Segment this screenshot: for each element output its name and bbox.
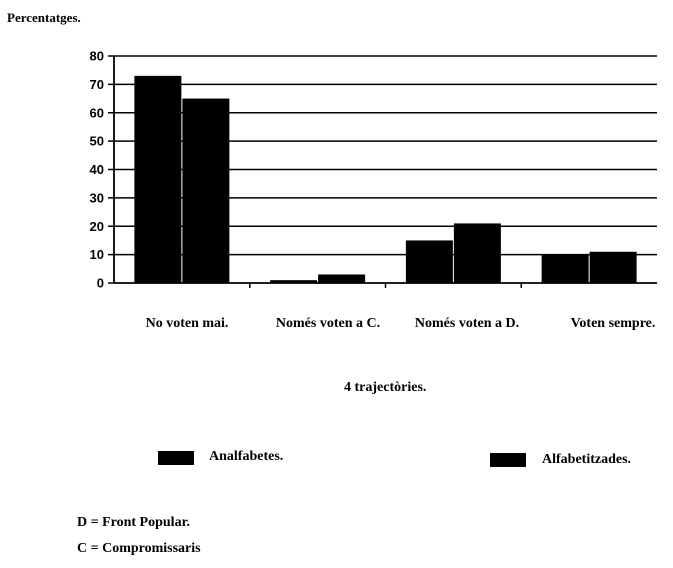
note-compromissaris: C = Compromissaris: [77, 541, 201, 556]
category-label-1: Només voten a C.: [276, 316, 380, 330]
bar-analfabetes-0: [134, 75, 182, 283]
legend-label-analfabetes: Analfabetes.: [209, 449, 284, 464]
y-tick-label-10: 10: [90, 247, 104, 262]
legend-label-alfabetitzades: Alfabetitzades.: [542, 452, 632, 467]
bar-alfabetitzades-2: [453, 223, 501, 283]
y-tick-label-20: 20: [90, 219, 104, 234]
y-tick-label-50: 50: [90, 134, 104, 149]
y-axis-ticks: 0 10 20 30 40 50 60 70 80: [90, 49, 114, 291]
bar-analfabetes-1: [270, 280, 318, 283]
y-tick-label-0: 0: [97, 276, 104, 291]
y-tick-label-70: 70: [90, 77, 104, 92]
bar-alfabetitzades-0: [182, 98, 230, 283]
axes: [113, 56, 657, 288]
bar-alfabetitzades-3: [589, 251, 637, 283]
bar-analfabetes-2: [405, 240, 453, 283]
grid-lines: [114, 55, 657, 256]
bars: [134, 75, 637, 283]
note-front-popular: D = Front Popular.: [77, 515, 190, 530]
bar-analfabetes-3: [541, 254, 589, 283]
category-label-0: No voten mai.: [146, 316, 229, 330]
x-axis-title: 4 trajectòries.: [344, 380, 427, 395]
y-tick-label-40: 40: [90, 162, 104, 177]
x-axis-category-labels: No voten mai. Només voten a C. Només voten…: [146, 316, 656, 330]
y-tick-label-80: 80: [90, 49, 104, 64]
legend-swatch-analfabetes: [158, 451, 194, 465]
y-tick-label-30: 30: [90, 190, 104, 205]
bar-alfabetitzades-1: [318, 274, 366, 283]
legend-swatch-alfabetitzades: [490, 453, 526, 467]
y-axis-title: Percentatges.: [7, 10, 81, 25]
category-label-2: Només voten a D.: [415, 316, 519, 330]
category-label-3: Voten sempre.: [571, 316, 656, 330]
bar-chart: 0 10 20 30 40 50 60 70 80 No voten mai. Només vot…: [90, 49, 657, 330]
y-tick-label-60: 60: [90, 105, 104, 120]
